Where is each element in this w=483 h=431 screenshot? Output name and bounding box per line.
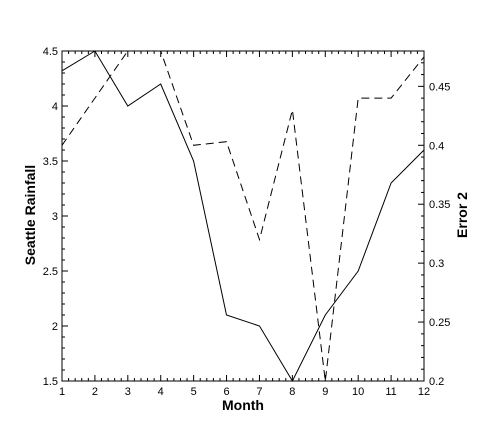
x-tick-label: 9 <box>322 386 328 398</box>
x-tick-label: 5 <box>191 386 197 398</box>
y-tick-label: 2.5 <box>43 266 58 278</box>
x-tick-label: 4 <box>158 386 164 398</box>
plot-border <box>61 50 425 382</box>
x-tick-label: 8 <box>289 386 295 398</box>
y2-tick-label: 0.45 <box>429 81 450 93</box>
y2-tick-label: 0.4 <box>429 140 444 152</box>
y-axis-title: Seattle Rainfall <box>22 165 38 265</box>
x-tick-label: 3 <box>125 386 131 398</box>
x-tick-label: 1 <box>59 386 65 398</box>
y-tick-label: 4 <box>52 101 58 113</box>
y-tick-label: 3.5 <box>43 156 58 168</box>
plot-frame <box>61 50 425 382</box>
y2-tick-label: 0.25 <box>429 317 450 329</box>
y2-axis-title: Error 2 <box>454 192 470 238</box>
y-tick-label: 1.5 <box>43 376 58 388</box>
series-line-right-dashed <box>61 50 425 382</box>
y-tick-label: 4.5 <box>43 46 58 58</box>
series-layer <box>61 50 425 383</box>
y-axis-right: 0.2 0.25 0.3 0.35 0.4 0.45 <box>418 50 450 388</box>
y-tick-label: 3 <box>52 211 58 223</box>
y2-tick-label: 0.2 <box>429 376 444 388</box>
x-tick-label: 2 <box>92 386 98 398</box>
x-tick-label: 7 <box>256 386 262 398</box>
x-tick-label: 12 <box>418 386 430 398</box>
series-line-left-solid <box>61 50 425 383</box>
y-tick-label: 2 <box>52 321 58 333</box>
y2-tick-label: 0.35 <box>429 199 450 211</box>
x-tick-label: 11 <box>385 386 396 398</box>
y-axis-left: 1.5 2 2.5 3 3.5 4 4.5 <box>43 46 68 388</box>
x-axis: 1 2 3 4 5 6 7 8 9 10 11 12 <box>59 51 430 398</box>
x-tick-label: 6 <box>223 386 229 398</box>
x-axis-title: Month <box>222 397 264 413</box>
y2-tick-label: 0.3 <box>429 258 444 270</box>
x-tick-label: 10 <box>352 386 364 398</box>
